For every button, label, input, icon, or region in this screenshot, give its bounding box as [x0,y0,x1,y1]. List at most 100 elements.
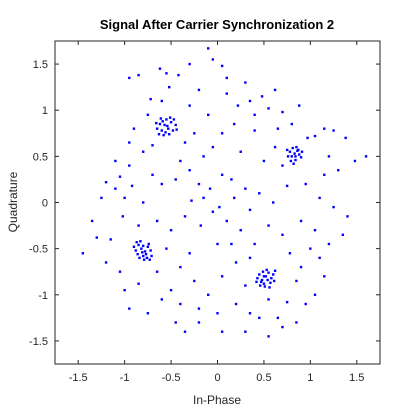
data-point [281,325,284,329]
data-point [142,150,145,153]
data-point [202,196,205,200]
x-tick-label: -1.5 [69,372,88,384]
data-point [244,284,247,287]
data-point [313,134,317,138]
data-point [218,205,221,209]
data-point [175,128,178,131]
data-point [285,148,289,152]
data-point [160,129,163,132]
data-point [294,155,297,158]
data-point [158,67,162,70]
y-axis-label: Quadrature [6,171,20,232]
data-point [270,276,273,280]
y-tick-label: 1 [42,105,48,117]
data-point [141,251,144,254]
data-point [313,228,317,232]
data-point [179,265,182,269]
data-point [281,164,284,167]
data-point [291,146,294,150]
data-point [286,155,290,158]
data-point [239,228,242,232]
data-point [304,182,307,186]
x-tick-label: 1 [307,372,313,384]
data-point [267,224,270,227]
data-point [179,302,182,306]
data-point [177,73,180,77]
data-point [304,302,307,306]
data-point [147,242,150,246]
axes: -1.5 -1 -0.5 0 0.5 1 1.5 -1.5 -1 -0.5 0 0.5 1 1.5 [29,41,380,384]
data-point [248,312,252,315]
data-point [130,184,134,188]
data-point [234,261,238,264]
data-point [104,180,108,184]
data-point [188,169,191,172]
data-point [159,117,163,120]
data-point [165,72,168,75]
data-point [332,129,335,132]
data-point [258,192,261,195]
data-point [276,127,280,130]
data-point [281,233,284,236]
data-point [155,219,159,223]
data-point [183,330,187,333]
data-point [207,293,210,296]
data-point [81,252,85,255]
data-point [323,127,326,130]
data-point [148,258,151,261]
data-point [244,81,247,84]
data-point [267,335,270,338]
data-point [288,150,292,153]
data-point [165,118,168,121]
data-point [225,219,228,223]
data-point [146,245,150,248]
data-point [225,76,228,80]
data-point [248,256,252,260]
data-point [233,196,236,200]
data-point [202,155,205,158]
data-point [258,316,261,320]
data-point [327,155,331,158]
data-point [128,141,131,144]
data-point [263,285,267,288]
data-point [220,330,224,333]
data-point [295,145,298,149]
data-point [300,150,304,153]
data-point [327,242,331,246]
data-point [179,159,182,163]
data-point [162,133,165,137]
data-point [293,152,296,155]
data-point [248,208,252,212]
data-point [188,62,191,66]
data-point [197,88,201,92]
data-point [158,122,162,126]
data-point [346,215,349,218]
data-point [146,113,150,117]
data-point [262,282,266,285]
data-point [167,127,170,130]
data-point [285,184,289,188]
data-point [211,210,215,213]
data-point [285,300,289,304]
data-point [244,187,247,190]
data-point [230,178,233,181]
data-point [230,242,233,246]
data-point [166,124,169,128]
x-tick-label: 1.5 [349,372,364,384]
data-point [244,330,247,333]
data-point [128,164,131,167]
data-point [258,273,261,276]
data-point [160,99,163,103]
data-point [239,150,242,153]
data-point [272,279,276,283]
data-point [149,249,152,252]
data-point [137,243,140,247]
data-point [144,252,148,256]
data-point [157,133,161,136]
data-point [137,73,140,77]
data-point [216,312,219,315]
data-point [272,273,275,276]
data-point [114,159,117,163]
data-point [260,95,264,98]
